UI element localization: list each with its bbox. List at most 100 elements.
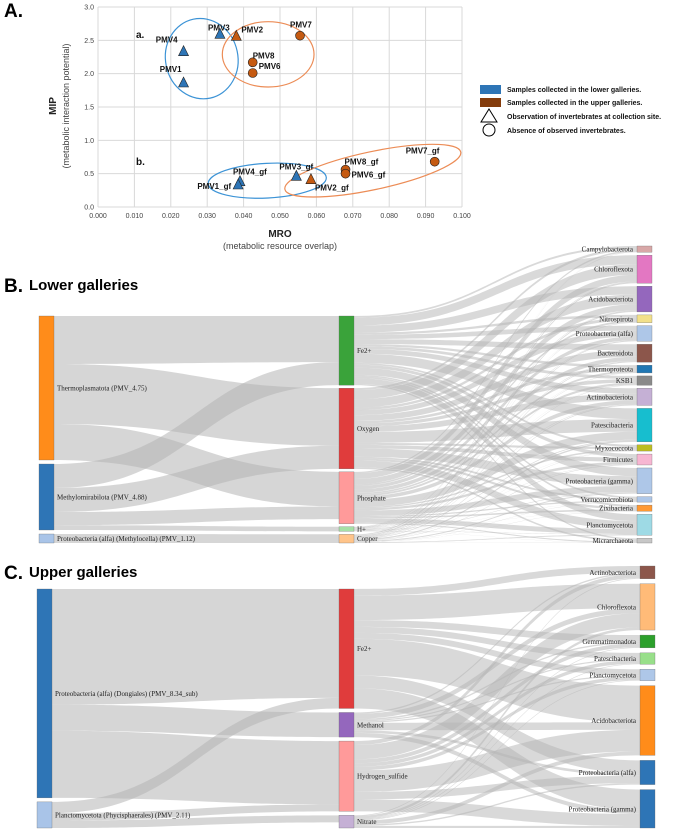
panel-letter-a: A. — [4, 1, 23, 22]
x-tick-label: 0.100 — [453, 213, 471, 220]
target-node — [636, 467, 653, 494]
intermediate-label: Hydrogen_sulfide — [357, 773, 408, 781]
target-label: Acidobacteriota — [591, 717, 637, 725]
intermediate-node — [338, 815, 355, 829]
sankey-link — [354, 783, 640, 826]
legend-swatch-upper — [480, 98, 501, 107]
sankey-link — [354, 458, 637, 510]
sankey-link — [54, 424, 339, 507]
intermediate-node — [338, 588, 355, 709]
sankey-link — [354, 250, 637, 474]
panel-title-lower: Lower galleries — [29, 277, 138, 294]
point-label: PMV1 — [160, 65, 182, 74]
sankey-link — [354, 613, 640, 760]
point-triangle — [178, 76, 190, 88]
sankey-link — [354, 336, 637, 490]
sankey-link — [354, 675, 640, 723]
x-tick-label: 0.060 — [308, 213, 326, 220]
sankey-link — [354, 367, 637, 477]
sankey-link — [354, 578, 640, 817]
y-axis-subtitle: (metabolic interaction potential) — [61, 43, 71, 168]
sankey-link — [354, 350, 637, 421]
intermediate-label: H+ — [357, 526, 366, 534]
legend-label-triangle: Observation of invertebrates at collecti… — [507, 114, 661, 121]
sankey-link — [52, 589, 339, 705]
sankey-link — [354, 361, 637, 529]
target-node — [639, 583, 656, 631]
target-node — [636, 388, 653, 406]
target-label: Planctomycetota — [589, 671, 637, 679]
target-label: KSB1 — [616, 377, 634, 385]
cluster-ellipses — [164, 17, 462, 199]
panel-title-upper: Upper galleries — [29, 564, 137, 581]
point-label: PMV4_gf — [233, 168, 267, 177]
intermediate-label: Nitrate — [357, 818, 376, 826]
sankey-link — [354, 464, 637, 531]
target-label: Zixibacteria — [599, 505, 634, 513]
point-label: PMV2_gf — [315, 184, 349, 193]
sankey-link — [354, 500, 637, 518]
sankey-link — [354, 322, 637, 537]
sankey-link — [354, 251, 637, 535]
group-label-b: b. — [136, 157, 145, 168]
sankey-link — [354, 608, 640, 719]
sankey-link — [354, 732, 640, 814]
sankey-link — [354, 340, 637, 538]
sankey-link — [354, 825, 640, 828]
y-axis-title: MIP — [48, 97, 59, 115]
sankey-link — [52, 804, 339, 821]
point-triangle — [214, 27, 226, 39]
legend-circle-icon — [482, 123, 496, 137]
sankey-link — [354, 310, 637, 528]
sankey-link — [354, 440, 637, 541]
x-tick-label: 0.010 — [126, 213, 144, 220]
scatter-panel: A. 0.000 0.010 0.020 0.030 0.040 0.050 0.060 0.… — [4, 1, 661, 251]
sankey-link — [354, 384, 637, 529]
intermediate-node — [338, 471, 355, 524]
target-label: Chloroflexota — [594, 266, 634, 274]
sankey-link — [354, 404, 637, 540]
sankey-link — [354, 340, 637, 529]
point-triangle — [178, 44, 190, 56]
legend-label-lower: Samples collected in the lower galleries… — [507, 87, 641, 94]
sankey-link — [354, 647, 640, 820]
sankey-link — [354, 492, 637, 542]
point-label: PMV8_gf — [345, 158, 379, 167]
point-circle — [247, 68, 258, 78]
target-node — [639, 789, 656, 829]
target-label: Proteobacteria (gamma) — [569, 805, 637, 813]
target-node — [636, 286, 653, 313]
y-tick-label: 2.0 — [84, 71, 94, 78]
sankey-link — [54, 445, 339, 512]
target-label: Proteobacteria (alfa) — [576, 330, 634, 338]
sankey-link — [54, 364, 339, 446]
sankey-link — [354, 501, 637, 542]
target-label: Planctomycetota — [586, 521, 634, 529]
sankey-link — [354, 294, 637, 408]
point-triangle — [230, 29, 242, 41]
intermediate-node — [338, 712, 355, 738]
x-tick-label: 0.020 — [162, 213, 180, 220]
point-triangle — [232, 178, 244, 190]
x-axis-title: MRO — [268, 229, 292, 240]
sankey-link — [354, 404, 637, 530]
target-node — [636, 504, 653, 512]
target-label: Nitrospirota — [599, 315, 634, 323]
sankey-link — [354, 460, 637, 529]
sankey-link — [354, 643, 640, 764]
source-label: Thermoplasmatota (PMV_4.75) — [57, 385, 147, 393]
cluster-ellipse — [207, 162, 327, 199]
sankey-link — [52, 730, 339, 805]
sankey-link — [354, 317, 637, 411]
point-label: PMV4 — [156, 36, 178, 45]
x-tick-label: 0.040 — [235, 213, 253, 220]
sankey-flows — [54, 246, 637, 543]
target-label: Bacteroidota — [597, 350, 634, 358]
sankey-link — [354, 449, 637, 509]
target-label: Patescibacteria — [591, 422, 634, 430]
y-tick-label: 1.5 — [84, 105, 94, 112]
target-node — [639, 685, 656, 756]
y-tick-label: 0.0 — [84, 205, 94, 212]
sankey-link — [354, 419, 637, 443]
target-label: Micrarchaeota — [593, 537, 634, 545]
